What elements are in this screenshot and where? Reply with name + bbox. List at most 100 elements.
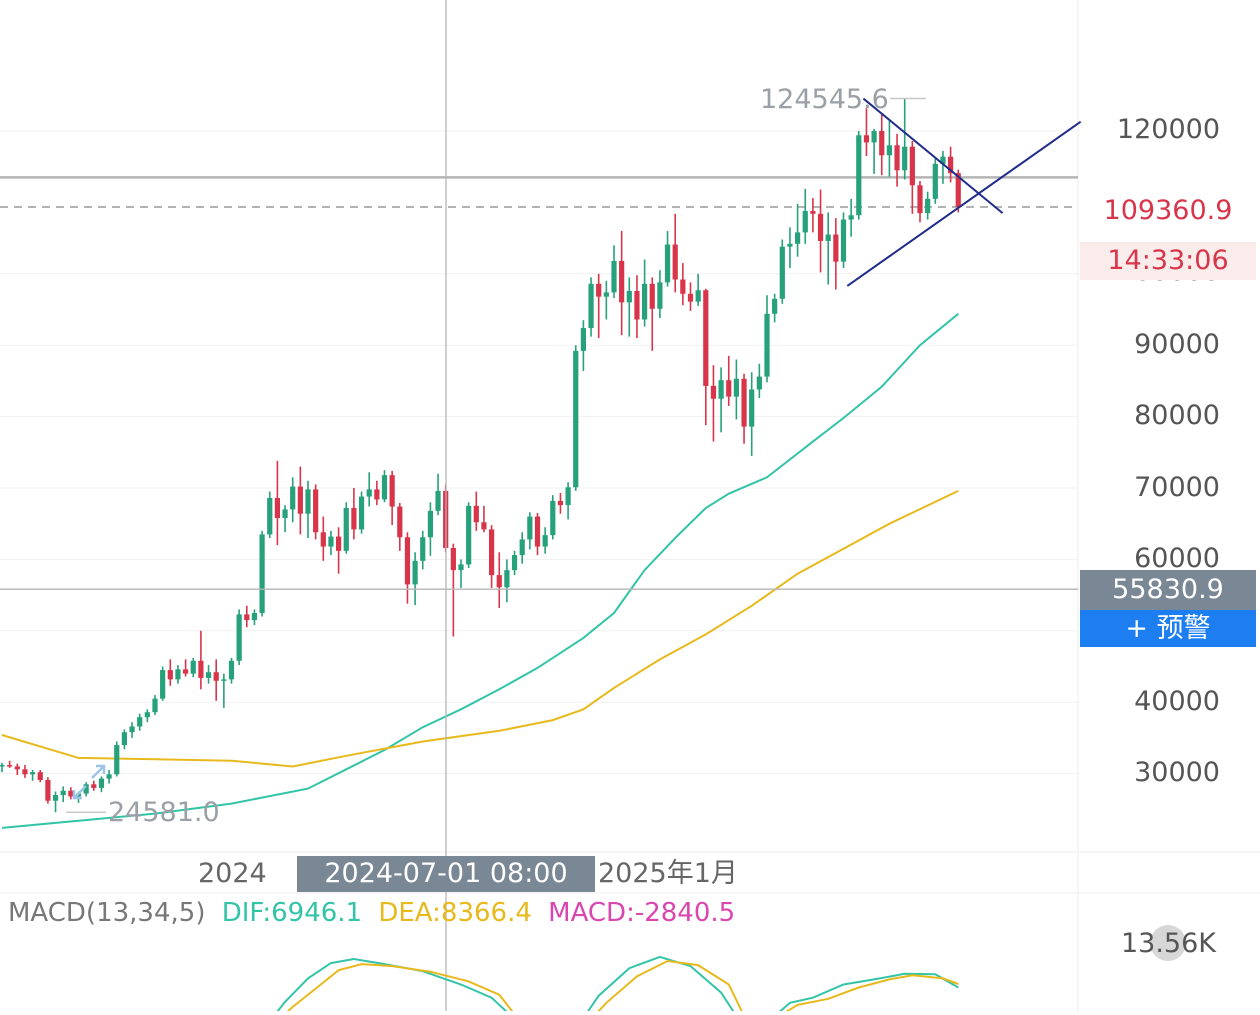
candle-body bbox=[634, 290, 640, 320]
candle bbox=[473, 491, 479, 531]
candle bbox=[611, 245, 617, 299]
candle bbox=[871, 128, 877, 174]
candle-body bbox=[948, 156, 954, 174]
candle bbox=[863, 108, 870, 156]
candle-body bbox=[251, 612, 258, 621]
candle-body bbox=[664, 244, 671, 283]
candle-body bbox=[466, 505, 472, 565]
candle bbox=[779, 239, 785, 304]
candle-body bbox=[932, 163, 938, 199]
candle bbox=[718, 367, 724, 433]
candle bbox=[336, 527, 342, 574]
candle bbox=[144, 709, 150, 723]
candle-body bbox=[856, 135, 862, 216]
candle bbox=[833, 218, 839, 290]
candle-body bbox=[955, 173, 961, 207]
candle-body bbox=[596, 283, 602, 297]
candle-body bbox=[642, 283, 648, 320]
candle-body bbox=[611, 260, 617, 293]
candle bbox=[733, 359, 739, 420]
candle-body bbox=[626, 290, 632, 303]
candle bbox=[358, 491, 365, 534]
add-alert-button[interactable]: + 预警 bbox=[1080, 610, 1256, 647]
price-tick: 40000 bbox=[1134, 686, 1220, 717]
candlestick-layer bbox=[0, 98, 961, 813]
candle-body bbox=[588, 283, 594, 329]
candle-body bbox=[98, 778, 105, 788]
candle bbox=[603, 280, 609, 320]
candle-body bbox=[657, 282, 663, 309]
candle-body bbox=[817, 213, 824, 241]
candle bbox=[672, 213, 678, 293]
candle-body bbox=[925, 198, 931, 214]
candle bbox=[848, 198, 854, 237]
candle bbox=[7, 760, 13, 768]
candle bbox=[756, 363, 762, 399]
candle-body bbox=[91, 784, 97, 788]
candle bbox=[251, 609, 258, 626]
candle bbox=[550, 495, 556, 540]
candle-body bbox=[7, 765, 13, 767]
candle bbox=[274, 460, 280, 546]
candle-body bbox=[183, 669, 189, 674]
candle-body bbox=[305, 489, 311, 514]
candle bbox=[351, 488, 357, 540]
candle bbox=[228, 657, 235, 684]
macd-scale-label: 13.56K bbox=[1120, 928, 1216, 959]
candle bbox=[175, 665, 181, 684]
candle-body bbox=[427, 510, 433, 538]
candle bbox=[588, 277, 594, 337]
candle-body bbox=[680, 279, 686, 294]
candle bbox=[856, 131, 862, 220]
candle-body bbox=[496, 575, 502, 588]
candle-body bbox=[450, 547, 456, 571]
candle-body bbox=[886, 145, 892, 156]
candle-body bbox=[534, 516, 541, 547]
candle bbox=[802, 188, 808, 244]
candle bbox=[940, 150, 946, 184]
candle-body bbox=[205, 672, 212, 678]
candle-body bbox=[756, 376, 762, 390]
candle-body bbox=[397, 506, 403, 538]
candle-body bbox=[175, 669, 181, 680]
candle bbox=[167, 659, 173, 686]
candle bbox=[236, 609, 242, 666]
candle-body bbox=[504, 570, 510, 588]
candle-body bbox=[550, 500, 556, 536]
candle-body bbox=[313, 489, 319, 533]
candle bbox=[664, 230, 671, 287]
candle bbox=[412, 552, 418, 606]
candle-body bbox=[863, 135, 870, 143]
macd-layer bbox=[273, 955, 959, 1015]
candle bbox=[366, 472, 372, 507]
candle-body bbox=[297, 486, 303, 514]
ma-slow-line bbox=[1, 489, 959, 768]
candle bbox=[795, 203, 801, 257]
candle-body bbox=[336, 536, 342, 551]
dea-value: DEA:8366.4 bbox=[378, 898, 532, 928]
price-tick: 80000 bbox=[1134, 400, 1220, 431]
candle-body bbox=[22, 769, 28, 775]
low-price-annotation: 24581.0 bbox=[108, 797, 220, 828]
candle-body bbox=[749, 389, 755, 427]
candle bbox=[458, 559, 464, 588]
candle bbox=[817, 189, 824, 273]
candle bbox=[642, 259, 648, 327]
high-price-annotation: 124545.6 bbox=[760, 84, 889, 115]
candle-body bbox=[848, 215, 854, 220]
candle bbox=[917, 180, 923, 223]
candle bbox=[710, 365, 717, 442]
candle-body bbox=[152, 698, 158, 713]
candle-body bbox=[795, 232, 801, 244]
candle-body bbox=[825, 234, 831, 241]
crosshair-price-tag: 55830.9 bbox=[1080, 570, 1256, 610]
candle bbox=[657, 270, 663, 319]
candle bbox=[320, 516, 326, 561]
candle-body bbox=[389, 475, 395, 507]
candle bbox=[741, 373, 747, 444]
candle-body bbox=[198, 660, 204, 678]
last-price-tag: 109360.9 bbox=[1080, 190, 1256, 232]
